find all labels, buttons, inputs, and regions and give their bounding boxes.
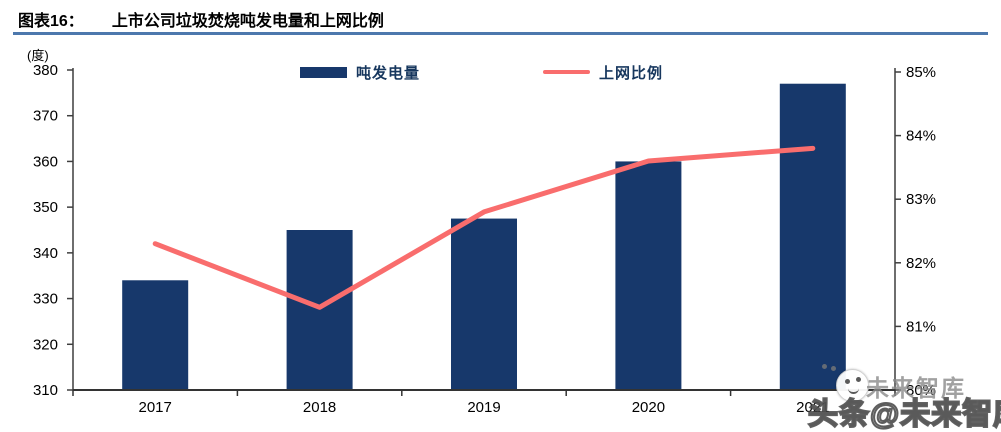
figure-header: 图表16： 上市公司垃圾焚烧吨发电量和上网比例: [18, 7, 384, 31]
right-axis-tick-label: 83%: [906, 191, 936, 208]
left-axis-tick-label: 360: [33, 153, 58, 170]
left-axis-tick-label: 330: [33, 291, 58, 308]
left-axis-tick-label: 340: [33, 245, 58, 262]
right-axis-tick-label: 85%: [906, 64, 936, 81]
legend-line-swatch-icon: [543, 70, 590, 74]
left-axis-tick-label: 320: [33, 336, 58, 353]
legend-bar-label: 吨发电量: [356, 64, 421, 82]
left-axis-tick-label: 380: [33, 62, 58, 79]
legend-item-bar-series: 吨发电量: [300, 62, 420, 82]
x-axis-label-2021: 2021: [796, 399, 829, 416]
right-axis-tick-label: 82%: [906, 255, 936, 272]
bar-2018: [286, 230, 353, 390]
right-axis-tick-label: 80%: [906, 382, 936, 399]
line-series-上网比例: [152, 145, 816, 310]
left-axis-unit: (度): [27, 48, 49, 63]
x-axis-label-2018: 2018: [303, 399, 336, 416]
bar-2021: [779, 83, 846, 390]
left-axis-tick-label: 310: [33, 382, 58, 399]
bar-2019: [451, 218, 517, 390]
bar-2017: [122, 280, 189, 390]
legend-line-label: 上网比例: [599, 64, 664, 82]
x-axis-label-2019: 2019: [467, 399, 500, 416]
left-axis-tick-label: 370: [33, 108, 58, 125]
title-underline: [13, 32, 988, 35]
right-axis-tick-label: 84%: [906, 128, 936, 145]
legend-bar-swatch-icon: [300, 66, 347, 78]
figure-title: 上市公司垃圾焚烧吨发电量和上网比例: [111, 13, 384, 30]
bar-2020: [615, 161, 682, 390]
right-axis-tick-label: 81%: [906, 318, 936, 335]
legend-item-line-series: 上网比例: [543, 62, 663, 82]
x-axis-label-2020: 2020: [632, 399, 665, 416]
left-axis-tick-label: 350: [33, 199, 58, 216]
figure-number: 图表16：: [18, 13, 84, 30]
x-axis-label-2017: 2017: [139, 399, 172, 416]
